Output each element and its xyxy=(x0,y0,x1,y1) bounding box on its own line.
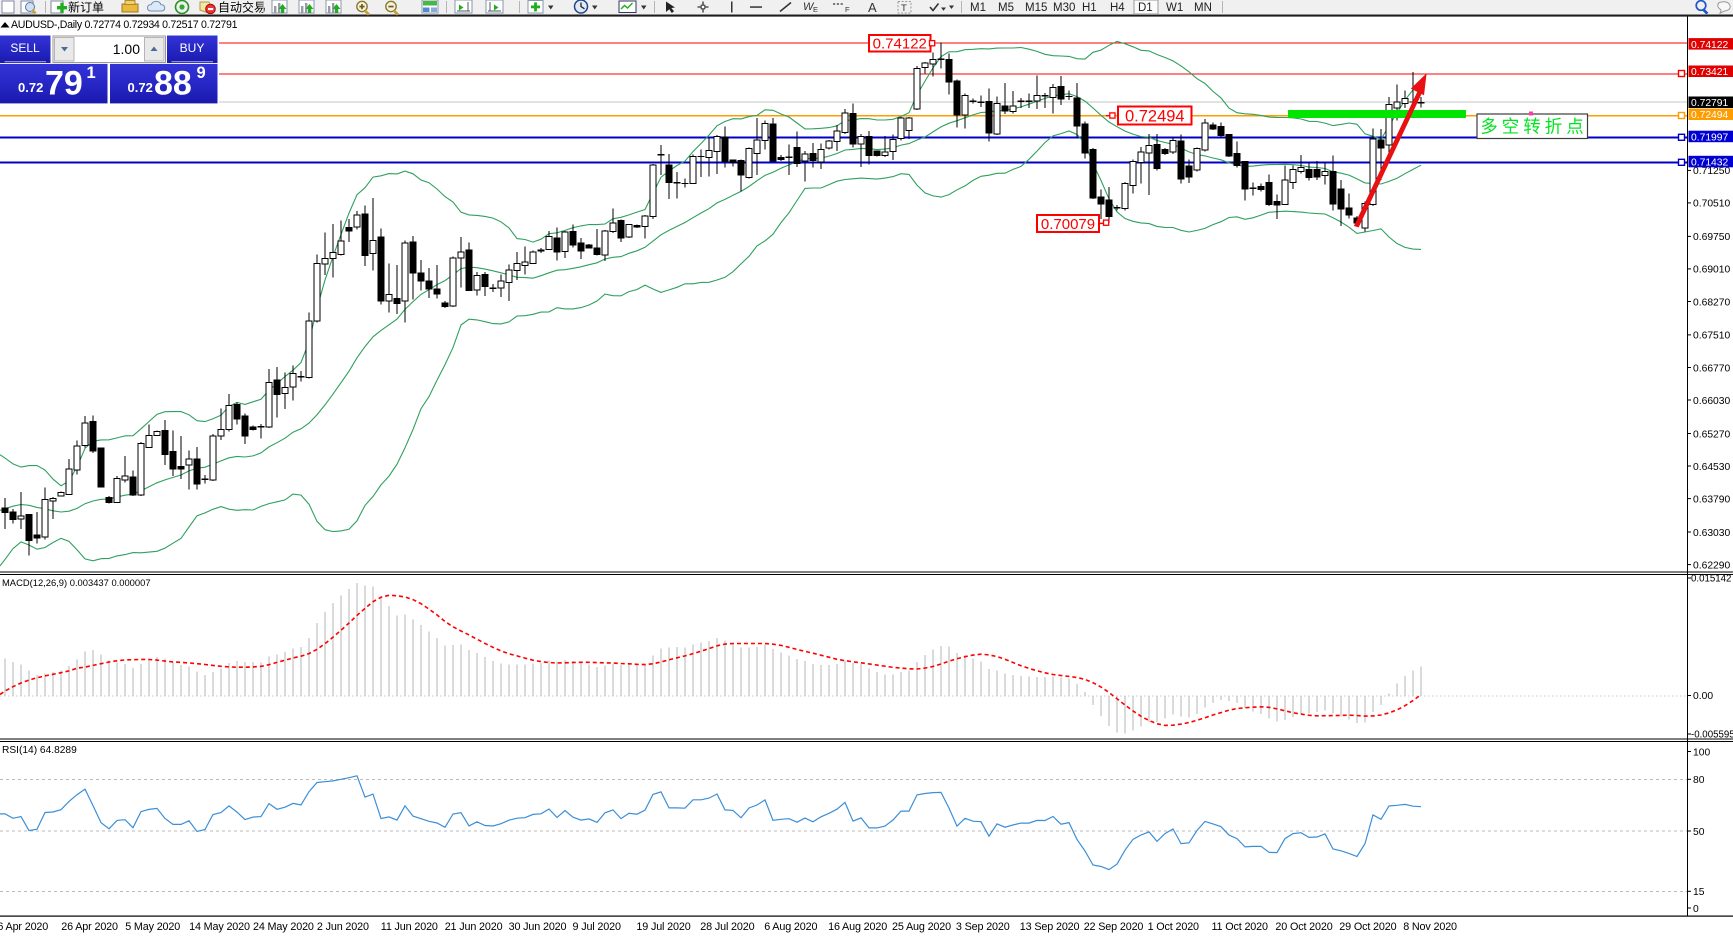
svg-text:100: 100 xyxy=(1693,747,1710,758)
svg-text:自动交易: 自动交易 xyxy=(218,0,266,15)
svg-text:50: 50 xyxy=(1693,827,1705,838)
svg-text:1: 1 xyxy=(87,64,96,82)
svg-text:0.68270: 0.68270 xyxy=(1693,297,1730,308)
svg-text:26 Apr 2020: 26 Apr 2020 xyxy=(61,921,118,933)
svg-text:0.65270: 0.65270 xyxy=(1693,429,1730,440)
svg-text:6 Aug 2020: 6 Aug 2020 xyxy=(764,921,817,933)
svg-text:RSI(14) 64.8289: RSI(14) 64.8289 xyxy=(2,745,77,756)
svg-text:6 Apr 2020: 6 Apr 2020 xyxy=(0,921,48,933)
svg-text:T: T xyxy=(901,3,907,14)
svg-text:0: 0 xyxy=(1693,904,1699,915)
svg-text:9 Jul 2020: 9 Jul 2020 xyxy=(573,921,621,933)
svg-text:0.72791: 0.72791 xyxy=(1691,98,1728,109)
svg-text:15: 15 xyxy=(1693,887,1705,898)
svg-text:0.00: 0.00 xyxy=(1693,691,1713,702)
svg-text:0.71432: 0.71432 xyxy=(1691,157,1728,168)
svg-text:19 Jul 2020: 19 Jul 2020 xyxy=(636,921,690,933)
svg-text:多空转折点: 多空转折点 xyxy=(1480,117,1588,137)
svg-text:0.71250: 0.71250 xyxy=(1693,166,1730,177)
svg-text:9: 9 xyxy=(197,64,206,82)
svg-text:F: F xyxy=(845,5,850,14)
svg-text:13 Sep 2020: 13 Sep 2020 xyxy=(1020,921,1080,933)
svg-text:E: E xyxy=(813,5,818,14)
svg-text:新订单: 新订单 xyxy=(68,0,104,15)
svg-text:0.015142: 0.015142 xyxy=(1691,574,1731,585)
svg-text:0.72: 0.72 xyxy=(18,80,43,95)
svg-text:0.69750: 0.69750 xyxy=(1693,232,1730,243)
svg-text:16 Aug 2020: 16 Aug 2020 xyxy=(828,921,887,933)
svg-text:0.74122: 0.74122 xyxy=(1691,40,1728,51)
svg-text:0.63790: 0.63790 xyxy=(1693,494,1730,505)
svg-text:H1: H1 xyxy=(1082,2,1097,14)
svg-text:20 Oct 2020: 20 Oct 2020 xyxy=(1275,921,1332,933)
svg-text:0.62290: 0.62290 xyxy=(1693,560,1730,571)
svg-text:0.66770: 0.66770 xyxy=(1693,363,1730,374)
svg-text:0.71997: 0.71997 xyxy=(1691,132,1728,143)
svg-text:11 Oct 2020: 11 Oct 2020 xyxy=(1212,921,1269,933)
svg-text:3 Sep 2020: 3 Sep 2020 xyxy=(956,921,1010,933)
svg-text:AUDUSD-,Daily 0.72774 0.72934: AUDUSD-,Daily 0.72774 0.72934 0.72517 0.… xyxy=(11,19,238,31)
svg-text:0.72494: 0.72494 xyxy=(1691,110,1728,121)
svg-text:H4: H4 xyxy=(1110,2,1125,14)
svg-text:1 Oct 2020: 1 Oct 2020 xyxy=(1148,921,1199,933)
svg-text:79: 79 xyxy=(45,65,83,103)
svg-text:24 May 2020: 24 May 2020 xyxy=(253,921,314,933)
svg-text:0.69010: 0.69010 xyxy=(1693,265,1730,276)
svg-text:30 Jun 2020: 30 Jun 2020 xyxy=(509,921,567,933)
svg-text:0.74122: 0.74122 xyxy=(873,36,927,53)
svg-text:11 Jun 2020: 11 Jun 2020 xyxy=(381,921,438,933)
svg-text:0.66030: 0.66030 xyxy=(1693,396,1730,407)
svg-text:29 Oct 2020: 29 Oct 2020 xyxy=(1339,921,1396,933)
svg-text:A: A xyxy=(868,0,877,15)
svg-text:1.00: 1.00 xyxy=(113,41,140,57)
svg-text:88: 88 xyxy=(154,65,192,103)
svg-text:0.72494: 0.72494 xyxy=(1125,107,1185,125)
svg-text:M5: M5 xyxy=(998,2,1014,14)
svg-text:0.63030: 0.63030 xyxy=(1693,528,1730,539)
svg-text:M30: M30 xyxy=(1053,2,1075,14)
svg-text:22 Sep 2020: 22 Sep 2020 xyxy=(1084,921,1144,933)
svg-text:8 Nov 2020: 8 Nov 2020 xyxy=(1403,921,1457,933)
svg-text:0.73421: 0.73421 xyxy=(1691,67,1728,78)
svg-text:M1: M1 xyxy=(970,2,986,14)
svg-text:W: W xyxy=(803,1,815,13)
svg-text:-0.005595: -0.005595 xyxy=(1691,730,1733,741)
svg-text:25 Aug 2020: 25 Aug 2020 xyxy=(892,921,951,933)
svg-text:0.70510: 0.70510 xyxy=(1693,199,1730,210)
svg-text:0.67510: 0.67510 xyxy=(1693,331,1730,342)
svg-text:0.64530: 0.64530 xyxy=(1693,462,1730,473)
svg-text:21 Jun 2020: 21 Jun 2020 xyxy=(445,921,503,933)
svg-text:BUY: BUY xyxy=(180,41,205,55)
svg-text:D1: D1 xyxy=(1138,2,1153,14)
svg-text:W1: W1 xyxy=(1166,2,1183,14)
svg-text:MN: MN xyxy=(1194,2,1212,14)
svg-text:28 Jul 2020: 28 Jul 2020 xyxy=(700,921,754,933)
svg-text:0.70079: 0.70079 xyxy=(1041,216,1095,233)
svg-text:5 May 2020: 5 May 2020 xyxy=(125,921,180,933)
svg-text:80: 80 xyxy=(1693,775,1705,786)
svg-text:0.72: 0.72 xyxy=(128,80,153,95)
svg-text:14 May 2020: 14 May 2020 xyxy=(189,921,250,933)
svg-text:SELL: SELL xyxy=(10,41,40,55)
svg-text:2 Jun 2020: 2 Jun 2020 xyxy=(317,921,369,933)
svg-text:MACD(12,26,9) 0.003437 0.00000: MACD(12,26,9) 0.003437 0.000007 xyxy=(2,577,151,588)
svg-text:M15: M15 xyxy=(1025,2,1047,14)
